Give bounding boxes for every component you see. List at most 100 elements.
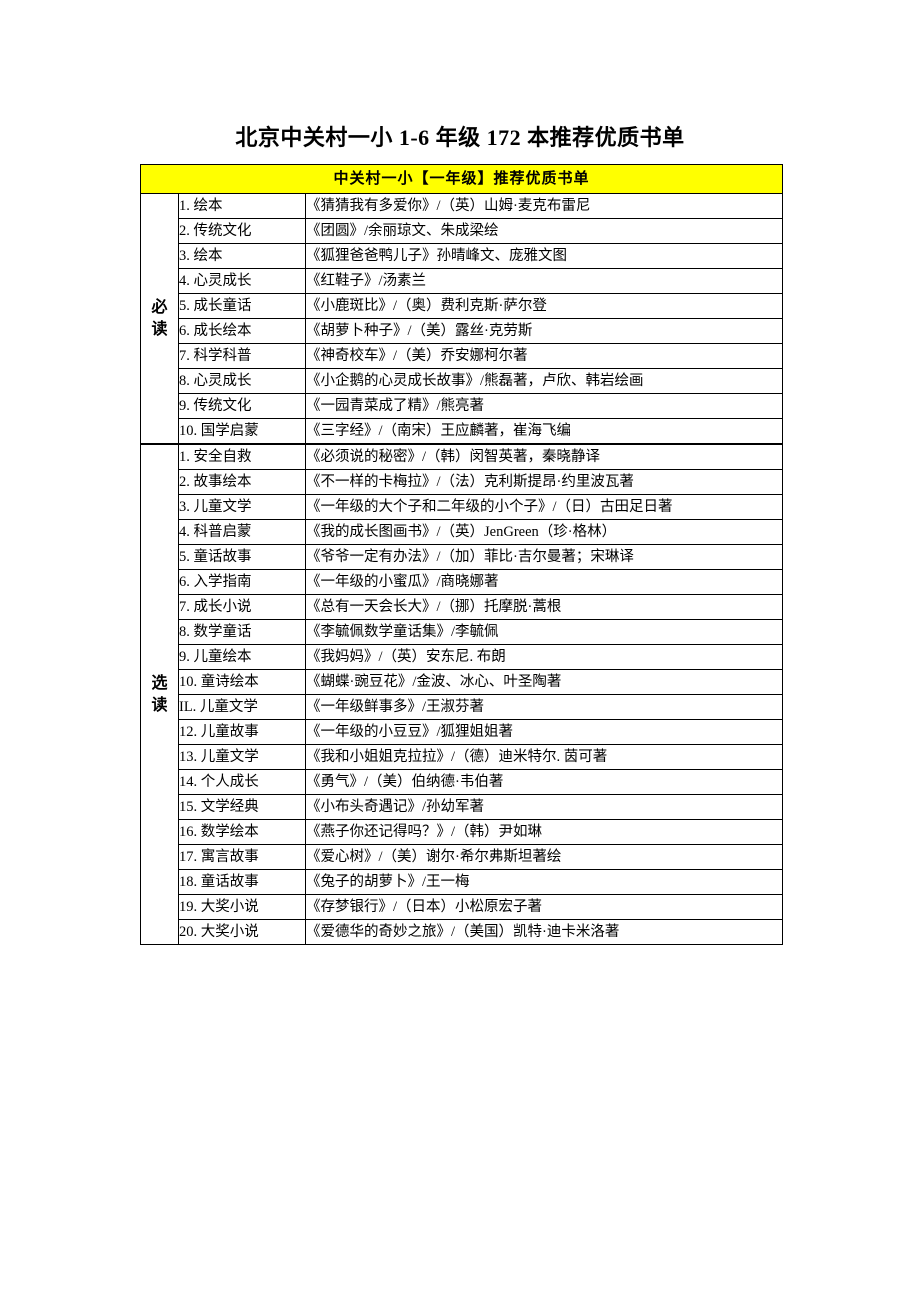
table-row: 10. 童诗绘本 《蝴蝶·豌豆花》/金波、冰心、叶圣陶著	[141, 669, 783, 695]
row-category: 6. 成长绘本	[178, 318, 306, 344]
page-title: 北京中关村一小 1-6 年级 172 本推荐优质书单	[235, 124, 685, 150]
row-book-title: 《三字经》/（南宋）王应麟著，崔海飞编	[305, 418, 783, 445]
table-row: IL. 儿童文学 《一年级鲜事多》/王淑芬著	[141, 694, 783, 720]
table-row: 13. 儿童文学 《我和小姐姐克拉拉》/（德）迪米特尔. 茵可著	[141, 744, 783, 770]
row-category: 3. 绘本	[178, 243, 306, 269]
row-category: 5. 成长童话	[178, 293, 306, 319]
section-label-char: 读	[151, 696, 168, 714]
row-book-title: 《总有一天会长大》/（挪）托摩脱·蒿根	[305, 594, 783, 620]
table-row: 7. 科学科普 《神奇校车》/（美）乔安娜柯尔著	[141, 343, 783, 369]
row-category: 9. 儿童绘本	[178, 644, 306, 670]
row-book-title: 《爷爷一定有办法》/（加）菲比·吉尔曼著；宋琳译	[305, 544, 783, 570]
row-book-title: 《红鞋子》/汤素兰	[305, 268, 783, 294]
row-book-title: 《团圆》/余丽琼文、朱成梁绘	[305, 218, 783, 244]
table-row: 3. 儿童文学 《一年级的大个子和二年级的小个子》/（日）古田足日著	[141, 494, 783, 520]
row-category: 12. 儿童故事	[178, 719, 306, 745]
table-row: 4. 科普启蒙 《我的成长图画书》/（英）JenGreen（珍·格林）	[141, 519, 783, 545]
row-category: 18. 童话故事	[178, 869, 306, 895]
row-category: 8. 心灵成长	[178, 368, 306, 394]
row-category: 6. 入学指南	[178, 569, 306, 595]
booklist-table: 中关村一小【一年级】推荐优质书单 必读 1. 绘本 《猜猜我有多爱你》/（英）山姆·…	[140, 164, 783, 945]
table-row: 5. 成长童话 《小鹿斑比》/（奥）费利克斯·萨尔登	[141, 293, 783, 319]
table-row: 6. 入学指南 《一年级的小蜜瓜》/商晓娜著	[141, 569, 783, 595]
row-book-title: 《蝴蝶·豌豆花》/金波、冰心、叶圣陶著	[305, 669, 783, 695]
table-row: 9. 儿童绘本 《我妈妈》/（英）安东尼. 布朗	[141, 644, 783, 670]
row-category: 2. 故事绘本	[178, 469, 306, 495]
table-row: 4. 心灵成长 《红鞋子》/汤素兰	[141, 268, 783, 294]
row-book-title: 《神奇校车》/（美）乔安娜柯尔著	[305, 343, 783, 369]
table-row: 12. 儿童故事 《一年级的小豆豆》/狐狸姐姐著	[141, 719, 783, 745]
row-book-title: 《小布头奇遇记》/孙幼军著	[305, 794, 783, 820]
row-book-title: 《爱德华的奇妙之旅》/（美国）凯特·迪卡米洛著	[305, 919, 783, 945]
table-row: 9. 传统文化 《一园青菜成了精》/熊亮著	[141, 393, 783, 419]
table-row: 7. 成长小说 《总有一天会长大》/（挪）托摩脱·蒿根	[141, 594, 783, 620]
table-row: 2. 故事绘本 《不一样的卡梅拉》/（法）克利斯提昂·约里波瓦著	[141, 469, 783, 495]
row-book-title: 《燕子你还记得吗？》/（韩）尹如琳	[305, 819, 783, 845]
row-category: IL. 儿童文学	[178, 694, 306, 720]
row-book-title: 《勇气》/（美）伯纳德·韦伯著	[305, 769, 783, 795]
row-category: 16. 数学绘本	[178, 819, 306, 845]
row-book-title: 《小企鹅的心灵成长故事》/熊磊著，卢欣、韩岩绘画	[305, 368, 783, 394]
table-row: 17. 寓言故事 《爱心树》/（美）谢尔·希尔弗斯坦著绘	[141, 844, 783, 870]
row-book-title: 《李毓佩数学童话集》/李毓佩	[305, 619, 783, 645]
table-body: 必读 1. 绘本 《猜猜我有多爱你》/（英）山姆·麦克布雷尼 2. 传统文化 《团圆》/…	[140, 193, 783, 945]
table-header-row: 中关村一小【一年级】推荐优质书单	[140, 164, 783, 194]
row-book-title: 《我和小姐姐克拉拉》/（德）迪米特尔. 茵可著	[305, 744, 783, 770]
row-book-title: 《一年级的大个子和二年级的小个子》/（日）古田足日著	[305, 494, 783, 520]
row-book-title: 《爱心树》/（美）谢尔·希尔弗斯坦著绘	[305, 844, 783, 870]
table-row: 18. 童话故事 《兔子的胡萝卜》/王一梅	[141, 869, 783, 895]
row-book-title: 《小鹿斑比》/（奥）费利克斯·萨尔登	[305, 293, 783, 319]
row-category: 14. 个人成长	[178, 769, 306, 795]
row-category: 5. 童话故事	[178, 544, 306, 570]
row-book-title: 《必须说的秘密》/（韩）闵智英著，秦晓静译	[305, 443, 783, 470]
row-category: 8. 数学童话	[178, 619, 306, 645]
row-category: 15. 文学经典	[178, 794, 306, 820]
section-label-char: 必	[151, 298, 168, 316]
row-book-title: 《兔子的胡萝卜》/王一梅	[305, 869, 783, 895]
row-category: 1. 安全自救	[178, 443, 306, 470]
row-book-title: 《一年级的小豆豆》/狐狸姐姐著	[305, 719, 783, 745]
table-header-title: 中关村一小【一年级】推荐优质书单	[140, 164, 783, 194]
row-category: 13. 儿童文学	[178, 744, 306, 770]
table-row: 14. 个人成长 《勇气》/（美）伯纳德·韦伯著	[141, 769, 783, 795]
table-row: 选读 1. 安全自救 《必须说的秘密》/（韩）闵智英著，秦晓静译	[140, 443, 783, 945]
row-category: 17. 寓言故事	[178, 844, 306, 870]
section-label-char: 选	[151, 674, 168, 692]
row-category: 20. 大奖小说	[178, 919, 306, 945]
row-book-title: 《一年级的小蜜瓜》/商晓娜著	[305, 569, 783, 595]
row-category: 7. 成长小说	[178, 594, 306, 620]
row-category: 7. 科学科普	[178, 343, 306, 369]
row-category: 4. 心灵成长	[178, 268, 306, 294]
row-category: 10. 国学启蒙	[178, 418, 306, 445]
row-category: 4. 科普启蒙	[178, 519, 306, 545]
table-row: 16. 数学绘本 《燕子你还记得吗？》/（韩）尹如琳	[141, 819, 783, 845]
row-book-title: 《我妈妈》/（英）安东尼. 布朗	[305, 644, 783, 670]
row-category: 2. 传统文化	[178, 218, 306, 244]
table-row: 6. 成长绘本 《胡萝卜种子》/（美）露丝·克劳斯	[141, 318, 783, 344]
table-row: 3. 绘本 《狐狸爸爸鸭儿子》孙晴峰文、庞雅文图	[141, 243, 783, 269]
row-book-title: 《猜猜我有多爱你》/（英）山姆·麦克布雷尼	[305, 193, 783, 219]
row-category: 19. 大奖小说	[178, 894, 306, 920]
row-book-title: 《一园青菜成了精》/熊亮著	[305, 393, 783, 419]
table-row: 8. 数学童话 《李毓佩数学童话集》/李毓佩	[141, 619, 783, 645]
table-row: 必读 1. 绘本 《猜猜我有多爱你》/（英）山姆·麦克布雷尼	[140, 193, 783, 445]
row-category: 9. 传统文化	[178, 393, 306, 419]
table-row: 10. 国学启蒙 《三字经》/（南宋）王应麟著，崔海飞编	[141, 418, 783, 445]
row-category: 10. 童诗绘本	[178, 669, 306, 695]
row-category: 3. 儿童文学	[178, 494, 306, 520]
table-row: 15. 文学经典 《小布头奇遇记》/孙幼军著	[141, 794, 783, 820]
row-book-title: 《一年级鲜事多》/王淑芬著	[305, 694, 783, 720]
table-row: 5. 童话故事 《爷爷一定有办法》/（加）菲比·吉尔曼著；宋琳译	[141, 544, 783, 570]
section-label-2: 选读	[140, 443, 179, 945]
table-row: 2. 传统文化 《团圆》/余丽琼文、朱成梁绘	[141, 218, 783, 244]
row-category: 1. 绘本	[178, 193, 306, 219]
section-label-1: 必读	[140, 193, 179, 445]
row-book-title: 《胡萝卜种子》/（美）露丝·克劳斯	[305, 318, 783, 344]
row-book-title: 《存梦银行》/（日本）小松原宏子著	[305, 894, 783, 920]
table-row: 8. 心灵成长 《小企鹅的心灵成长故事》/熊磊著，卢欣、韩岩绘画	[141, 368, 783, 394]
section-label-char: 读	[151, 320, 168, 338]
table-row: 20. 大奖小说 《爱德华的奇妙之旅》/（美国）凯特·迪卡米洛著	[141, 919, 783, 945]
row-book-title: 《狐狸爸爸鸭儿子》孙晴峰文、庞雅文图	[305, 243, 783, 269]
row-book-title: 《我的成长图画书》/（英）JenGreen（珍·格林）	[305, 519, 783, 545]
